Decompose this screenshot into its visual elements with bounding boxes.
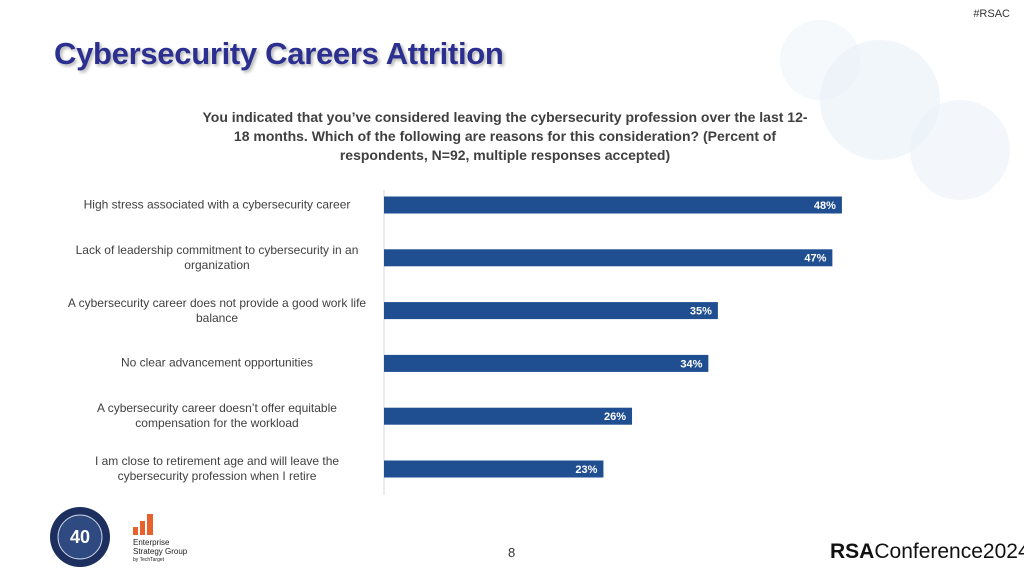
logo-name: Enterprise Strategy Group bbox=[133, 538, 188, 556]
value-label: 35% bbox=[690, 306, 712, 318]
category-label: High stress associated with a cybersecur… bbox=[83, 197, 351, 212]
value-label: 23% bbox=[575, 464, 597, 476]
esg-text: Enterprise Strategy Group by TechTarget bbox=[133, 538, 193, 565]
svg-text:40: 40 bbox=[70, 527, 90, 547]
chart-title: You indicated that you’ve considered lea… bbox=[202, 109, 808, 163]
value-label: 26% bbox=[604, 411, 626, 423]
esg-logo bbox=[133, 514, 153, 535]
category-label: Lack of leadership commitment to cyberse… bbox=[75, 242, 359, 272]
category-label: No clear advancement opportunities bbox=[120, 355, 314, 370]
slide-title: Cybersecurity Careers Attrition bbox=[54, 36, 504, 71]
bar bbox=[384, 302, 718, 320]
decor-dots bbox=[780, 20, 1010, 200]
logo-by: by TechTarget bbox=[133, 557, 165, 563]
brand-logo: RSAConference2024 bbox=[830, 540, 1024, 564]
hashtag: #RSAC bbox=[973, 8, 1010, 20]
page-number: 8 bbox=[508, 545, 516, 560]
category-label: A cybersecurity career doesn’t offer equ… bbox=[97, 401, 337, 431]
category-label: A cybersecurity career does not provide … bbox=[67, 295, 367, 325]
event: Conference2024 bbox=[874, 540, 1024, 563]
value-label: 47% bbox=[804, 253, 826, 265]
category-label: I am close to retirement age and will le… bbox=[94, 454, 340, 483]
value-label: 34% bbox=[680, 358, 702, 370]
bar bbox=[384, 407, 633, 425]
bar bbox=[384, 249, 833, 267]
seal-logo: 40 bbox=[50, 507, 110, 567]
bar bbox=[384, 354, 709, 372]
value-label: 48% bbox=[814, 200, 836, 212]
bar bbox=[384, 196, 842, 214]
brand: RSA bbox=[830, 540, 875, 563]
bar bbox=[384, 460, 604, 478]
